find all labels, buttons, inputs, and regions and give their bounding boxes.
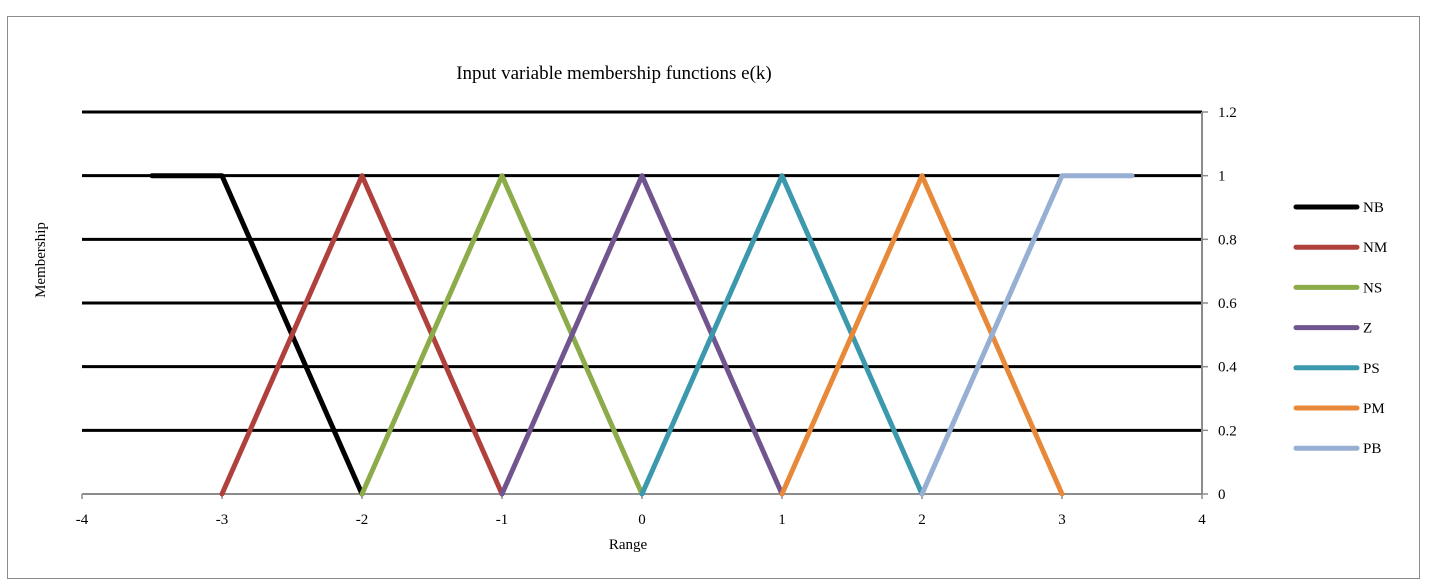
x-axis-label: Range (609, 537, 648, 553)
chart-frame (7, 16, 1420, 579)
series-line-ns (359, 173, 645, 497)
legend-label-nm: NM (1363, 240, 1387, 256)
y-tick-label: 1.2 (1218, 105, 1237, 121)
x-tick-label: -3 (216, 512, 229, 528)
y-tick-label: 1 (1218, 169, 1226, 185)
legend-label-ns: NS (1363, 280, 1382, 296)
chart-title: Input variable membership functions e(k) (456, 63, 772, 84)
gridlines (82, 110, 1202, 432)
x-tick-label: 3 (1058, 512, 1066, 528)
x-tick-label: 0 (638, 512, 646, 528)
legend-label-pb: PB (1363, 441, 1381, 457)
series-lines (149, 173, 1135, 497)
y-tick-label: 0.6 (1218, 296, 1237, 312)
x-tick-label: -1 (496, 512, 509, 528)
series-line-ps (639, 173, 925, 497)
x-tick-label: 1 (778, 512, 786, 528)
legend-label-ps: PS (1363, 361, 1380, 377)
x-tick-label: 2 (918, 512, 926, 528)
legend: NB NM NS Z PS PM PB (1293, 200, 1387, 457)
series-line-nm (219, 173, 505, 497)
y-tick-label: 0.8 (1218, 232, 1237, 248)
series-line-pm (779, 173, 1065, 497)
series-line-z (499, 173, 785, 497)
series-line-nb (149, 173, 365, 497)
x-tick-label: -2 (356, 512, 369, 528)
x-tick-label: -4 (76, 512, 89, 528)
y-tick-label: 0.4 (1218, 360, 1237, 376)
legend-label-z: Z (1363, 321, 1372, 337)
y-tick-label: 0.2 (1218, 423, 1237, 439)
y-axis-label: Membership (33, 222, 49, 298)
tick-labels: 0 0.2 0.4 0.6 0.8 1 1.2 -4 -3 -2 -1 0 1 2 3 4 (76, 105, 1238, 528)
series-line-pb (919, 173, 1135, 497)
legend-label-pm: PM (1363, 401, 1385, 417)
x-tick-label: 4 (1198, 512, 1206, 528)
legend-label-nb: NB (1363, 200, 1384, 216)
y-tick-label: 0 (1218, 487, 1226, 503)
